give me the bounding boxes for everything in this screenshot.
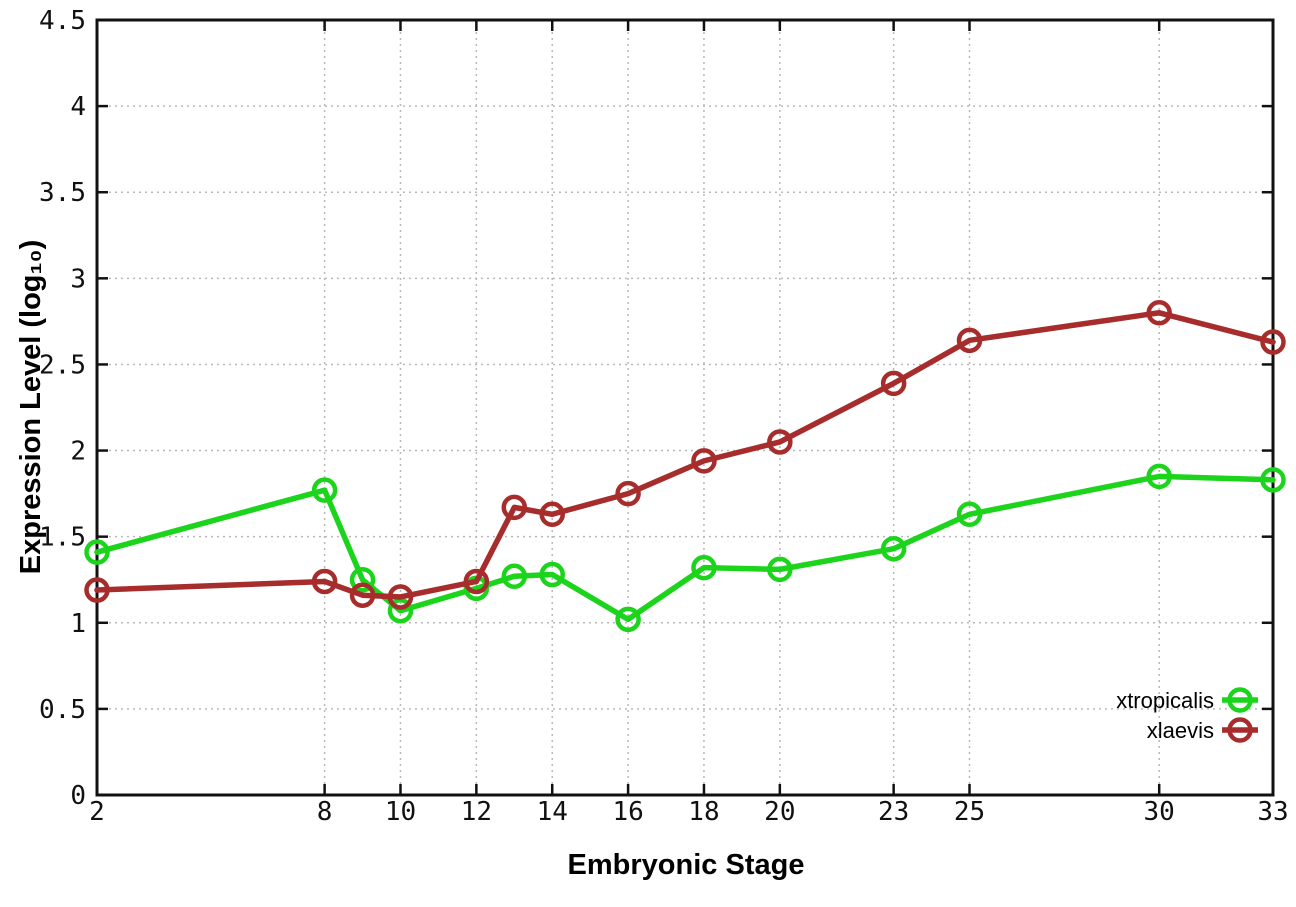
y-tick-label: 2.5 <box>39 350 86 380</box>
data-point-xlaevis <box>691 448 717 474</box>
data-point-xtropicalis <box>691 554 717 581</box>
grid-layer <box>96 19 1274 796</box>
tick-layer <box>95 18 1275 797</box>
y-tick-label: 1.5 <box>39 523 86 553</box>
data-point-xtropicalis <box>1260 467 1286 493</box>
x-tick-label: 16 <box>612 797 643 827</box>
data-point-xlaevis <box>539 501 565 528</box>
series-line-xtropicalis <box>94 473 1276 623</box>
data-point-xtropicalis <box>84 539 110 565</box>
x-tick-label: 18 <box>688 797 719 827</box>
tick-label-layer: 2 8 10 12 14 16 18 20 23 25 30 33 0 0.5 1 1.5 2 2.5 3 3.5 4 4… <box>39 6 1289 827</box>
data-point-xtropicalis <box>501 563 528 590</box>
y-tick-label: 2 <box>70 437 86 467</box>
series-layer <box>84 300 1286 633</box>
data-point-xlaevis <box>349 582 376 608</box>
data-point-xtropicalis <box>349 566 376 593</box>
y-tick-label: 3 <box>70 264 86 294</box>
y-tick-label: 1 <box>70 609 86 639</box>
data-point-xlaevis <box>880 370 907 397</box>
data-point-xlaevis <box>767 429 793 455</box>
data-point-xtropicalis <box>387 597 414 624</box>
y-tick-label: 4 <box>70 92 86 122</box>
y-axis-title: Expression Level (log₁₀) <box>15 240 47 574</box>
y-tick-label: 0 <box>70 781 86 811</box>
y-tick-label: 3.5 <box>39 178 86 208</box>
data-point-xlaevis <box>615 480 641 507</box>
data-point-xtropicalis <box>880 535 907 562</box>
legend-item-xlaevis: xlaevis <box>1147 717 1258 743</box>
data-point-xlaevis <box>463 568 490 595</box>
data-point-xtropicalis <box>311 477 338 503</box>
x-tick-label: 2 <box>89 797 105 827</box>
series-line-xlaevis <box>94 310 1276 600</box>
y-tick-label: 4.5 <box>39 6 86 36</box>
legend-label-xlaevis: xlaevis <box>1147 718 1214 743</box>
x-tick-label: 20 <box>764 797 795 827</box>
data-point-xlaevis <box>84 577 110 603</box>
x-tick-label: 10 <box>385 797 416 827</box>
legend: xtropicalis xlaevis <box>1116 687 1258 743</box>
x-tick-label: 33 <box>1257 797 1288 827</box>
data-point-xtropicalis <box>767 556 793 583</box>
x-tick-label: 14 <box>537 797 568 827</box>
y-tick-label: 0.5 <box>39 695 86 725</box>
x-tick-label: 25 <box>954 797 985 827</box>
data-point-xlaevis <box>387 584 414 610</box>
data-point-xtropicalis <box>539 561 565 588</box>
data-point-xtropicalis <box>1146 463 1172 490</box>
x-tick-label: 8 <box>317 797 333 827</box>
legend-label-xtropicalis: xtropicalis <box>1116 688 1214 713</box>
plot-border <box>95 18 1275 797</box>
x-axis-title: Embryonic Stage <box>568 849 805 881</box>
x-tick-label: 12 <box>461 797 492 827</box>
data-point-xlaevis <box>1146 300 1172 326</box>
legend-item-xtropicalis: xtropicalis <box>1116 687 1258 713</box>
data-point-xtropicalis <box>956 501 983 528</box>
x-tick-label: 23 <box>878 797 909 827</box>
data-point-xlaevis <box>311 568 338 595</box>
legend-marker-xlaevis <box>1227 717 1253 743</box>
data-point-xlaevis <box>1260 329 1286 355</box>
data-point-xlaevis <box>956 327 983 354</box>
data-point-xtropicalis <box>615 606 641 633</box>
x-tick-label: 30 <box>1144 797 1175 827</box>
data-point-xlaevis <box>501 494 528 521</box>
legend-marker-xtropicalis <box>1227 687 1253 713</box>
